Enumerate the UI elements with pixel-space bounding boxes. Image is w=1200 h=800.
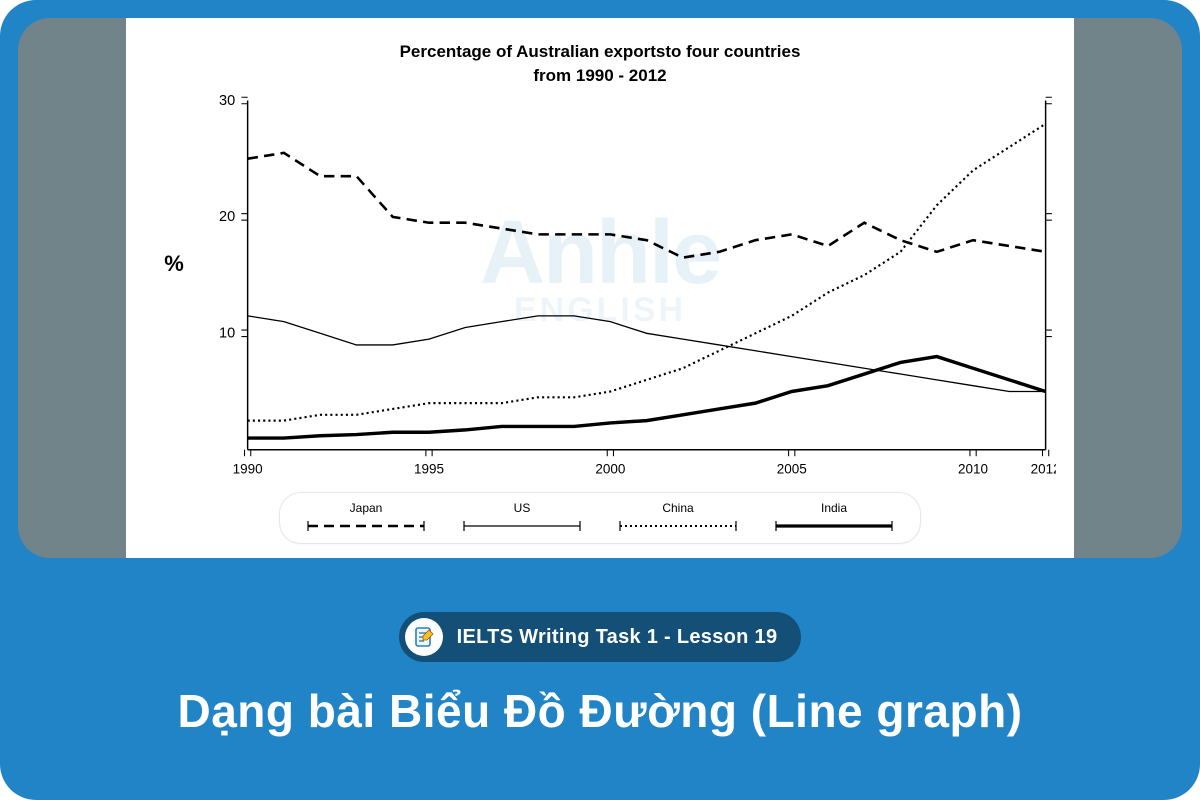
svg-text:1990: 1990 bbox=[233, 461, 263, 476]
legend-label: China bbox=[662, 501, 693, 515]
legend-label: Japan bbox=[350, 501, 383, 515]
chart-title-line2: from 1990 - 2012 bbox=[400, 64, 801, 88]
chart-title-line1: Percentage of Australian exportsto four … bbox=[400, 40, 801, 64]
chart-frame: Percentage of Australian exportsto four … bbox=[18, 18, 1182, 558]
svg-text:2000: 2000 bbox=[595, 461, 625, 476]
lesson-badge: IELTS Writing Task 1 - Lesson 19 bbox=[399, 612, 802, 662]
main-title: Dạng bài Biểu Đồ Đường (Line graph) bbox=[177, 684, 1022, 738]
chart-title: Percentage of Australian exportsto four … bbox=[400, 40, 801, 88]
notepad-icon bbox=[405, 618, 443, 656]
svg-text:20: 20 bbox=[219, 209, 235, 225]
line-chart: 10 20 30 1990 1995 2000 2005 2010 2012 bbox=[204, 94, 1056, 484]
svg-text:2010: 2010 bbox=[958, 461, 988, 476]
legend-item: India bbox=[774, 501, 894, 533]
legend-item: US bbox=[462, 501, 582, 533]
legend-stroke bbox=[618, 519, 738, 533]
plot-wrap: % 10 20 30 1990 1995 2000 2005 2010 2012 bbox=[144, 94, 1056, 484]
legend-stroke bbox=[306, 519, 426, 533]
lesson-card: Percentage of Australian exportsto four … bbox=[0, 0, 1200, 800]
lesson-badge-text: IELTS Writing Task 1 - Lesson 19 bbox=[457, 626, 778, 649]
legend-item: China bbox=[618, 501, 738, 533]
legend: Japan US China India bbox=[279, 492, 921, 544]
right-strip bbox=[1074, 18, 1182, 558]
legend-label: US bbox=[514, 501, 531, 515]
chart-area: Percentage of Australian exportsto four … bbox=[126, 18, 1074, 558]
bottom-area: IELTS Writing Task 1 - Lesson 19 Dạng bà… bbox=[18, 558, 1182, 782]
y-axis-label: % bbox=[144, 251, 204, 327]
svg-text:2012: 2012 bbox=[1031, 461, 1056, 476]
legend-stroke bbox=[462, 519, 582, 533]
svg-text:2005: 2005 bbox=[777, 461, 807, 476]
svg-text:10: 10 bbox=[219, 325, 235, 341]
svg-text:30: 30 bbox=[219, 94, 235, 109]
svg-text:1995: 1995 bbox=[414, 461, 444, 476]
legend-stroke bbox=[774, 519, 894, 533]
left-strip bbox=[18, 18, 126, 558]
legend-item: Japan bbox=[306, 501, 426, 533]
legend-label: India bbox=[821, 501, 847, 515]
